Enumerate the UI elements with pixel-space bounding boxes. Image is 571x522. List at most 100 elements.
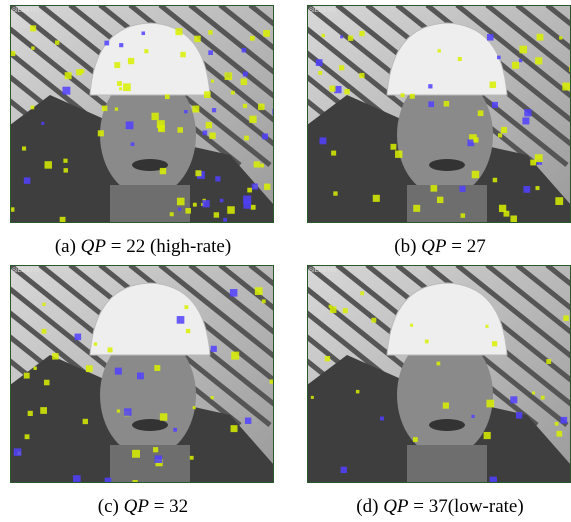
- artifact-block: [344, 89, 349, 94]
- artifact-block: [380, 417, 384, 421]
- artifact-block: [186, 329, 190, 333]
- artifact-block: [73, 475, 81, 483]
- artifact-block: [30, 25, 36, 31]
- artifact-block: [41, 122, 44, 125]
- artifact-block: [243, 104, 247, 108]
- neck: [407, 185, 487, 223]
- artifact-block: [76, 69, 82, 75]
- artifact-block: [263, 30, 270, 37]
- artifact-block: [24, 177, 31, 184]
- artifact-block: [115, 107, 118, 110]
- artifact-block: [63, 159, 67, 163]
- artifact-block: [25, 434, 30, 439]
- artifact-block: [119, 87, 122, 90]
- artifact-block: [360, 291, 364, 295]
- caption-value: = 22: [111, 236, 145, 257]
- caption-variable: QP: [383, 496, 408, 517]
- artifact-block: [44, 380, 50, 386]
- artifact-block: [516, 412, 522, 418]
- artifact-block: [212, 108, 216, 112]
- artifact-block: [104, 41, 109, 46]
- artifact-block: [560, 417, 567, 424]
- caption-note: (low-rate): [448, 496, 524, 517]
- artifact-block: [249, 116, 256, 123]
- artifact-block: [492, 341, 497, 346]
- artifact-block: [486, 325, 489, 328]
- artifact-block: [195, 170, 201, 176]
- artifact-block: [215, 176, 220, 181]
- artifact-block: [211, 396, 214, 399]
- artifact-block: [510, 396, 517, 403]
- artifact-block: [151, 113, 158, 120]
- artifact-block: [493, 178, 497, 182]
- artifact-block: [444, 101, 449, 106]
- artifact-block: [348, 36, 353, 41]
- artifact-block: [487, 34, 494, 41]
- artifact-block: [31, 46, 34, 49]
- artifact-block: [252, 183, 258, 189]
- artifact-block: [119, 43, 123, 47]
- artifact-block: [437, 197, 443, 203]
- artifact-block: [413, 205, 420, 212]
- artifact-block: [264, 184, 270, 190]
- artifact-block: [254, 161, 260, 167]
- artifact-block: [535, 186, 539, 190]
- mouth: [429, 159, 465, 171]
- artifact-block: [208, 30, 212, 34]
- artifact-block: [425, 340, 429, 344]
- artifact-block: [373, 195, 380, 202]
- artifact-block: [501, 127, 507, 133]
- artifact-block: [131, 142, 135, 146]
- caption-label: (a): [55, 236, 76, 257]
- artifact-block: [153, 447, 158, 452]
- artifact-block: [486, 400, 494, 408]
- artifact-block: [555, 422, 559, 426]
- artifact-block: [522, 117, 529, 124]
- artifact-block: [94, 342, 97, 345]
- artifact-block: [175, 28, 182, 35]
- artifact-block: [316, 59, 323, 66]
- artifact-block: [541, 396, 545, 400]
- artifact-block: [225, 72, 233, 80]
- neck: [407, 445, 487, 483]
- artifact-block: [562, 83, 570, 91]
- artifact-block: [117, 81, 122, 86]
- artifact-block: [241, 79, 247, 85]
- artifact-block: [325, 356, 330, 361]
- artifact-block: [343, 308, 348, 313]
- artifact-block: [250, 36, 255, 41]
- caption-note: (high-rate): [150, 236, 231, 257]
- video-frame: SIEMENS: [307, 5, 571, 223]
- artifact-block: [563, 315, 569, 321]
- artifact-block: [559, 36, 562, 39]
- artifact-block: [340, 35, 343, 38]
- artifact-block: [14, 448, 22, 456]
- artifact-block: [244, 136, 249, 141]
- artifact-block: [472, 171, 479, 178]
- artifact-block: [410, 94, 415, 99]
- artifact-block: [498, 133, 502, 137]
- artifact-block: [356, 390, 360, 394]
- caption-value: = 37: [413, 496, 447, 517]
- artifact-block: [497, 56, 501, 60]
- caption-value: = 32: [154, 496, 188, 517]
- artifact-block: [535, 154, 543, 162]
- artifact-block: [40, 407, 47, 414]
- caption-label: (b): [394, 236, 416, 257]
- artifact-block: [395, 151, 402, 158]
- artifact-block: [160, 168, 166, 174]
- artifact-block: [211, 80, 214, 83]
- artifact-block: [178, 208, 181, 211]
- artifact-block: [461, 213, 466, 218]
- artifact-block: [184, 305, 188, 309]
- artifact-block: [341, 467, 347, 473]
- artifact-block: [473, 137, 478, 142]
- video-frame: SIEMENS: [10, 5, 274, 223]
- artifact-block: [137, 372, 144, 379]
- artifact-block: [185, 208, 191, 214]
- artifact-block: [220, 199, 224, 203]
- artifact-block: [231, 91, 235, 95]
- artifact-block: [258, 104, 265, 111]
- artifact-block: [170, 212, 174, 216]
- artifact-block: [519, 46, 527, 54]
